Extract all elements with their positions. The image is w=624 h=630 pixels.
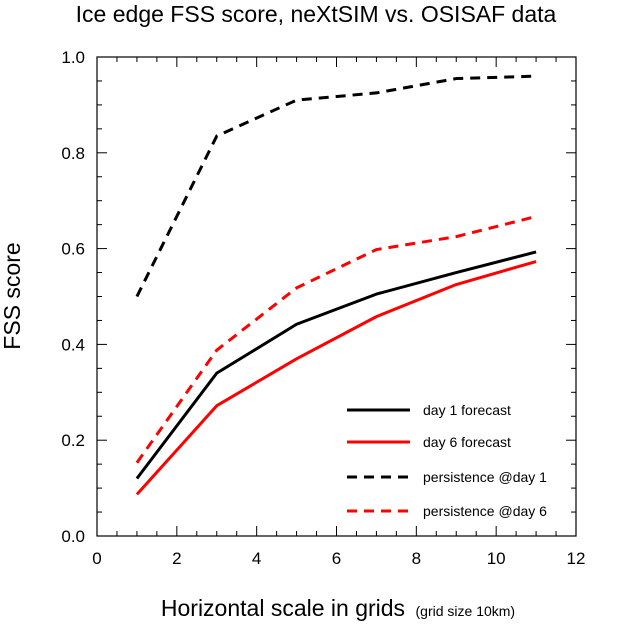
plot-frame — [96, 56, 577, 537]
x-tick-label: 6 — [332, 549, 341, 568]
legend-label-1: day 1 forecast — [423, 402, 511, 418]
x-axis-note: (grid size 10km) — [416, 603, 516, 619]
legend-label-3: persistence @day 1 — [423, 469, 547, 485]
y-tick-label: 0.2 — [61, 431, 85, 450]
ticks-layer: 0 2 4 6 8 10 12 0.0 0.2 0.4 0.6 0.8 1.0 — [61, 48, 585, 568]
y-tick-label: 0.4 — [61, 335, 85, 354]
x-tick-label: 4 — [252, 549, 261, 568]
legend: day 1 forecast day 6 forecast persistence … — [347, 402, 547, 519]
x-axis-label: Horizontal scale in grids — [161, 595, 405, 621]
x-tick-label: 2 — [172, 549, 181, 568]
legend-label-2: day 6 forecast — [423, 434, 511, 450]
legend-label-4: persistence @day 6 — [423, 503, 547, 519]
series-line-1 — [135, 250, 537, 480]
x-tick-label: 10 — [487, 549, 506, 568]
chart-title: Ice edge FSS score, neXtSIM vs. OSISAF d… — [76, 1, 557, 27]
y-tick-label: 0.6 — [61, 240, 85, 259]
y-axis-label: FSS score — [0, 242, 25, 349]
x-tick-label: 0 — [92, 549, 101, 568]
series-layer — [135, 74, 537, 496]
y-tick-label: 1.0 — [61, 48, 85, 67]
series-line-2 — [135, 260, 537, 496]
y-tick-label: 0.8 — [61, 144, 85, 163]
y-tick-label: 0.0 — [61, 527, 85, 546]
x-tick-label: 12 — [567, 549, 586, 568]
series-line-3 — [135, 74, 537, 298]
x-axis-label-group: Horizontal scale in grids (grid size 10k… — [161, 595, 515, 621]
x-tick-label: 8 — [412, 549, 421, 568]
